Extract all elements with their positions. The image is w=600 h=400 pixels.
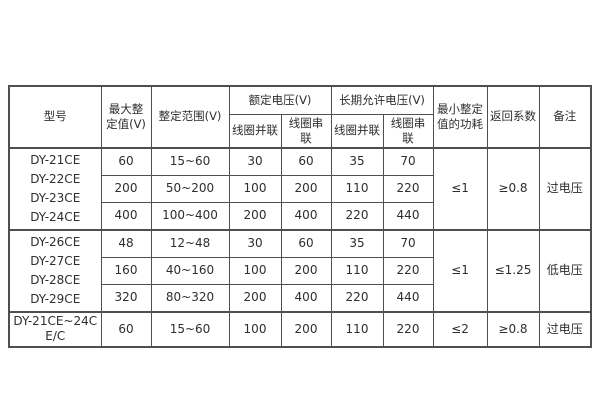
value-cell-rated-parallel: 100 bbox=[228, 174, 282, 203]
value-cell-max-setting: 60 bbox=[100, 147, 152, 176]
value-cell-longterm-series: 440 bbox=[382, 283, 434, 313]
value-cell-remark: 过电压 bbox=[538, 147, 592, 231]
model-name: DY-23CE bbox=[30, 190, 81, 205]
table-row: 400 100~400 200 400 220 440 bbox=[9, 201, 591, 231]
header-cell-long-term-voltage: 长期允许电压(V) bbox=[330, 85, 434, 115]
value-cell-longterm-parallel: 35 bbox=[330, 147, 384, 176]
value-cell-setting-range: 50~200 bbox=[150, 174, 230, 203]
table-row: 320 80~320 200 400 220 440 bbox=[9, 283, 591, 313]
header-cell-return-coefficient: 返回系数 bbox=[486, 85, 540, 149]
value-cell-longterm-parallel: 220 bbox=[330, 201, 384, 231]
header-cell-longterm-coil-parallel: 线圈并联 bbox=[330, 113, 384, 149]
model-name: DY-29CE bbox=[30, 291, 81, 306]
header-cell-rated-voltage: 额定电压(V) bbox=[228, 85, 332, 115]
value-cell-setting-range: 40~160 bbox=[150, 256, 230, 285]
value-cell-max-setting: 48 bbox=[100, 229, 152, 258]
value-cell-return-coefficient: ≥0.8 bbox=[486, 311, 540, 348]
model-name: DY-24CE bbox=[30, 209, 81, 224]
model-name: DY-28CE bbox=[30, 272, 81, 287]
model-name: DY-26CE bbox=[30, 234, 81, 249]
value-cell-longterm-parallel: 35 bbox=[330, 229, 384, 258]
model-name: DY-22CE bbox=[30, 171, 81, 186]
value-cell-rated-series: 60 bbox=[280, 147, 332, 176]
value-cell-longterm-parallel: 110 bbox=[330, 256, 384, 285]
value-cell-setting-range: 15~60 bbox=[150, 311, 230, 348]
value-cell-max-setting: 320 bbox=[100, 283, 152, 313]
value-cell-setting-range: 100~400 bbox=[150, 201, 230, 231]
value-cell-rated-series: 200 bbox=[280, 311, 332, 348]
value-cell-longterm-series: 220 bbox=[382, 174, 434, 203]
value-cell-max-setting: 60 bbox=[100, 311, 152, 348]
table-row: 200 50~200 100 200 110 220 bbox=[9, 174, 591, 203]
header-cell-longterm-coil-series: 线圈串联 bbox=[382, 113, 434, 149]
table-row: 160 40~160 100 200 110 220 bbox=[9, 256, 591, 285]
table-row: DY-21CE DY-22CE DY-23CE DY-24CE 60 15~60… bbox=[8, 147, 592, 231]
value-cell-longterm-parallel: 220 bbox=[330, 283, 384, 313]
value-cell-min-power: ≤1 bbox=[432, 147, 488, 231]
value-cell-return-coefficient: ≤1.25 bbox=[486, 229, 540, 313]
value-cell-longterm-series: 440 bbox=[382, 201, 434, 231]
header-cell-setting-range: 整定范围(V) bbox=[150, 85, 230, 149]
value-cell-min-power: ≤2 bbox=[432, 311, 488, 348]
group-1: DY-21CE DY-22CE DY-23CE DY-24CE 60 15~60… bbox=[8, 147, 592, 231]
value-cell-rated-series: 200 bbox=[280, 174, 332, 203]
value-cell-rated-parallel: 100 bbox=[228, 311, 282, 348]
table-row: DY-21CE~24CE/C 60 15~60 100 200 110 220 … bbox=[8, 311, 592, 348]
value-cell-max-setting: 200 bbox=[100, 174, 152, 203]
value-cell-setting-range: 15~60 bbox=[150, 147, 230, 176]
group-2: DY-26CE DY-27CE DY-28CE DY-29CE 48 12~48… bbox=[8, 229, 592, 313]
value-cell-setting-range: 12~48 bbox=[150, 229, 230, 258]
value-cell-longterm-parallel: 110 bbox=[330, 311, 384, 348]
value-cell-max-setting: 400 bbox=[100, 201, 152, 231]
value-cell-longterm-series: 220 bbox=[382, 311, 434, 348]
value-cell-longterm-series: 70 bbox=[382, 229, 434, 258]
header-cell-remark: 备注 bbox=[538, 85, 592, 149]
value-cell-rated-parallel: 200 bbox=[228, 283, 282, 313]
header-row-1: 型号 最大整定值(V) 整定范围(V) 额定电压(V) 长期允许电压(V) 最小… bbox=[8, 85, 592, 149]
model-name: DY-21CE bbox=[30, 152, 81, 167]
header-cell-rated-coil-parallel: 线圈并联 bbox=[228, 113, 282, 149]
value-cell-rated-series: 60 bbox=[280, 229, 332, 258]
value-cell-rated-parallel: 30 bbox=[228, 147, 282, 176]
value-cell-rated-series: 400 bbox=[280, 201, 332, 231]
header-cell-max-setting: 最大整定值(V) bbox=[100, 85, 152, 149]
value-cell-min-power: ≤1 bbox=[432, 229, 488, 313]
model-name: DY-27CE bbox=[30, 253, 81, 268]
value-cell-rated-series: 400 bbox=[280, 283, 332, 313]
value-cell-remark: 低电压 bbox=[538, 229, 592, 313]
table-row: DY-26CE DY-27CE DY-28CE DY-29CE 48 12~48… bbox=[8, 229, 592, 313]
value-cell-rated-parallel: 30 bbox=[228, 229, 282, 258]
value-cell-rated-series: 200 bbox=[280, 256, 332, 285]
model-cell-group-2: DY-26CE DY-27CE DY-28CE DY-29CE bbox=[8, 229, 102, 313]
header-cell-model: 型号 bbox=[8, 85, 102, 149]
value-cell-max-setting: 160 bbox=[100, 256, 152, 285]
group-3: DY-21CE~24CE/C 60 15~60 100 200 110 220 … bbox=[8, 311, 592, 348]
value-cell-rated-parallel: 200 bbox=[228, 201, 282, 231]
value-cell-remark: 过电压 bbox=[538, 311, 592, 348]
spec-table: 型号 最大整定值(V) 整定范围(V) 额定电压(V) 长期允许电压(V) 最小… bbox=[8, 85, 592, 349]
value-cell-return-coefficient: ≥0.8 bbox=[486, 147, 540, 231]
value-cell-setting-range: 80~320 bbox=[150, 283, 230, 313]
value-cell-longterm-series: 220 bbox=[382, 256, 434, 285]
header-row-2: 线圈并联 线圈串联 线圈并联 线圈串联 bbox=[9, 113, 591, 149]
value-cell-rated-parallel: 100 bbox=[228, 256, 282, 285]
value-cell-longterm-parallel: 110 bbox=[330, 174, 384, 203]
table-header: 型号 最大整定值(V) 整定范围(V) 额定电压(V) 长期允许电压(V) 最小… bbox=[8, 85, 592, 149]
header-cell-min-power: 最小整定值的功耗 bbox=[432, 85, 488, 149]
header-cell-rated-coil-series: 线圈串联 bbox=[280, 113, 332, 149]
value-cell-longterm-series: 70 bbox=[382, 147, 434, 176]
model-cell-group-1: DY-21CE DY-22CE DY-23CE DY-24CE bbox=[8, 147, 102, 231]
model-cell-single: DY-21CE~24CE/C bbox=[8, 311, 102, 348]
